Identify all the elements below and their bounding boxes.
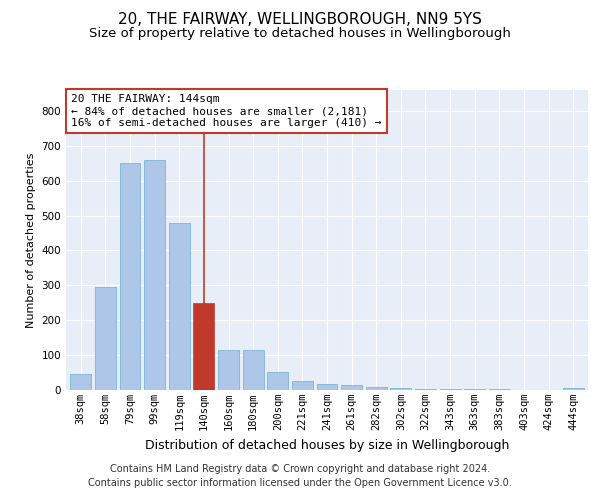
Bar	[119, 164, 140, 390]
Bar	[317, 384, 337, 390]
Bar	[267, 372, 288, 390]
Bar	[70, 374, 91, 390]
Text: 20 THE FAIRWAY: 144sqm
← 84% of detached houses are smaller (2,181)
16% of semi-: 20 THE FAIRWAY: 144sqm ← 84% of detached…	[71, 94, 382, 128]
Bar	[242, 350, 263, 390]
Text: 20, THE FAIRWAY, WELLINGBOROUGH, NN9 5YS: 20, THE FAIRWAY, WELLINGBOROUGH, NN9 5YS	[118, 12, 482, 28]
Text: Contains HM Land Registry data © Crown copyright and database right 2024.
Contai: Contains HM Land Registry data © Crown c…	[88, 464, 512, 487]
Bar	[440, 389, 461, 390]
Bar	[95, 287, 116, 390]
Bar	[169, 222, 190, 390]
Bar	[144, 160, 165, 390]
Bar	[391, 388, 412, 390]
Bar	[366, 387, 387, 390]
Bar	[341, 386, 362, 390]
Y-axis label: Number of detached properties: Number of detached properties	[26, 152, 36, 328]
Text: Size of property relative to detached houses in Wellingborough: Size of property relative to detached ho…	[89, 28, 511, 40]
Bar	[193, 303, 214, 390]
Bar	[415, 388, 436, 390]
Bar	[218, 350, 239, 390]
X-axis label: Distribution of detached houses by size in Wellingborough: Distribution of detached houses by size …	[145, 438, 509, 452]
Bar	[563, 388, 584, 390]
Bar	[292, 380, 313, 390]
